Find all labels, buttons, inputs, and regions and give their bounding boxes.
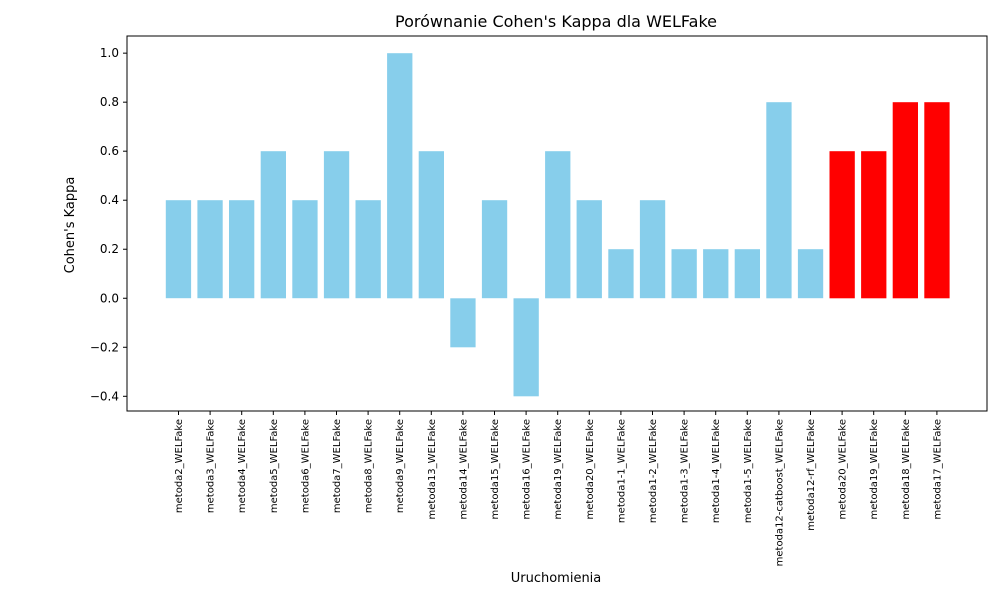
- x-tick-label-21: metoda12-rf_WELFake: [806, 419, 817, 531]
- x-tick-label-25: metoda17_WELFake: [932, 419, 943, 519]
- bar-14: [576, 200, 602, 299]
- x-tick-label-4: metoda5_WELFake: [269, 419, 280, 513]
- x-tick-label-10: metoda14_WELFake: [458, 419, 469, 519]
- bar-5: [292, 200, 318, 299]
- bar-25: [924, 102, 950, 299]
- bar-4: [260, 151, 286, 299]
- x-axis-label: Uruchomienia: [511, 571, 602, 586]
- bar-9: [418, 151, 444, 299]
- bar-18: [703, 249, 729, 299]
- bar-6: [323, 151, 350, 299]
- x-tick-label-24: metoda18_WELFake: [901, 419, 912, 519]
- bar-1: [165, 200, 192, 299]
- y-tick-label-3: 0.0: [100, 291, 119, 305]
- x-tick-label-3: metoda4_WELFake: [237, 419, 248, 513]
- y-tick-label-4: 0.2: [100, 242, 119, 256]
- y-axis-label: Cohen's Kappa: [63, 177, 78, 274]
- bar-2: [197, 200, 223, 299]
- bar-3: [229, 200, 255, 299]
- bar-20: [766, 102, 792, 299]
- bar-8: [387, 53, 413, 299]
- x-tick-label-12: metoda16_WELFake: [522, 419, 533, 519]
- bar-17: [671, 249, 697, 299]
- x-tick-label-13: metoda19_WELFake: [553, 419, 564, 519]
- x-tick-label-14: metoda20_WELFake: [585, 419, 596, 519]
- x-tick-label-2: metoda3_WELFake: [206, 419, 217, 513]
- chart-title: Porównanie Cohen's Kappa dla WELFake: [395, 12, 717, 31]
- x-tick-label-6: metoda7_WELFake: [332, 419, 343, 513]
- x-tick-label-23: metoda19_WELFake: [869, 419, 880, 519]
- x-tick-label-22: metoda20_WELFake: [838, 419, 849, 519]
- x-tick-label-18: metoda1-4_WELFake: [711, 419, 722, 523]
- bar-23: [861, 151, 887, 299]
- bars-group: [165, 53, 950, 397]
- x-tick-label-7: metoda8_WELFake: [364, 419, 375, 513]
- bar-10: [450, 298, 476, 348]
- bar-11: [481, 200, 508, 299]
- y-tick-label-1: −0.4: [90, 389, 119, 403]
- bar-22: [829, 151, 855, 299]
- x-tick-label-11: metoda15_WELFake: [490, 419, 501, 519]
- x-axis: metoda2_WELFake metoda3_WELFake metoda4_WE…: [174, 411, 943, 566]
- bar-13: [545, 151, 571, 299]
- x-tick-label-9: metoda13_WELFake: [427, 419, 438, 519]
- y-tick-label-5: 0.4: [100, 193, 119, 207]
- y-tick-label-7: 0.8: [100, 95, 119, 109]
- x-tick-label-5: metoda6_WELFake: [300, 419, 311, 513]
- bar-12: [513, 298, 539, 397]
- x-tick-label-16: metoda1-2_WELFake: [648, 419, 659, 523]
- y-tick-label-6: 0.6: [100, 144, 119, 158]
- y-tick-label-8: 1.0: [100, 46, 119, 60]
- bar-16: [639, 200, 666, 299]
- x-tick-label-1: metoda2_WELFake: [174, 419, 185, 513]
- bar-15: [608, 249, 634, 299]
- bar-7: [355, 200, 381, 299]
- x-tick-label-8: metoda9_WELFake: [395, 419, 406, 513]
- x-tick-label-17: metoda1-3_WELFake: [680, 419, 691, 523]
- bar-19: [734, 249, 760, 299]
- bar-21: [797, 249, 824, 299]
- plot-frame: [126, 35, 988, 412]
- x-tick-label-15: metoda1-1_WELFake: [616, 419, 627, 523]
- y-tick-label-2: −0.2: [90, 340, 119, 354]
- x-tick-label-20: metoda12-catboost_WELFake: [774, 419, 785, 566]
- bar-24: [892, 102, 918, 299]
- y-axis: −0.4 −0.2 0.0 0.2 0.4 0.6 0.8 1.0: [90, 46, 127, 403]
- x-tick-label-19: metoda1-5_WELFake: [743, 419, 754, 523]
